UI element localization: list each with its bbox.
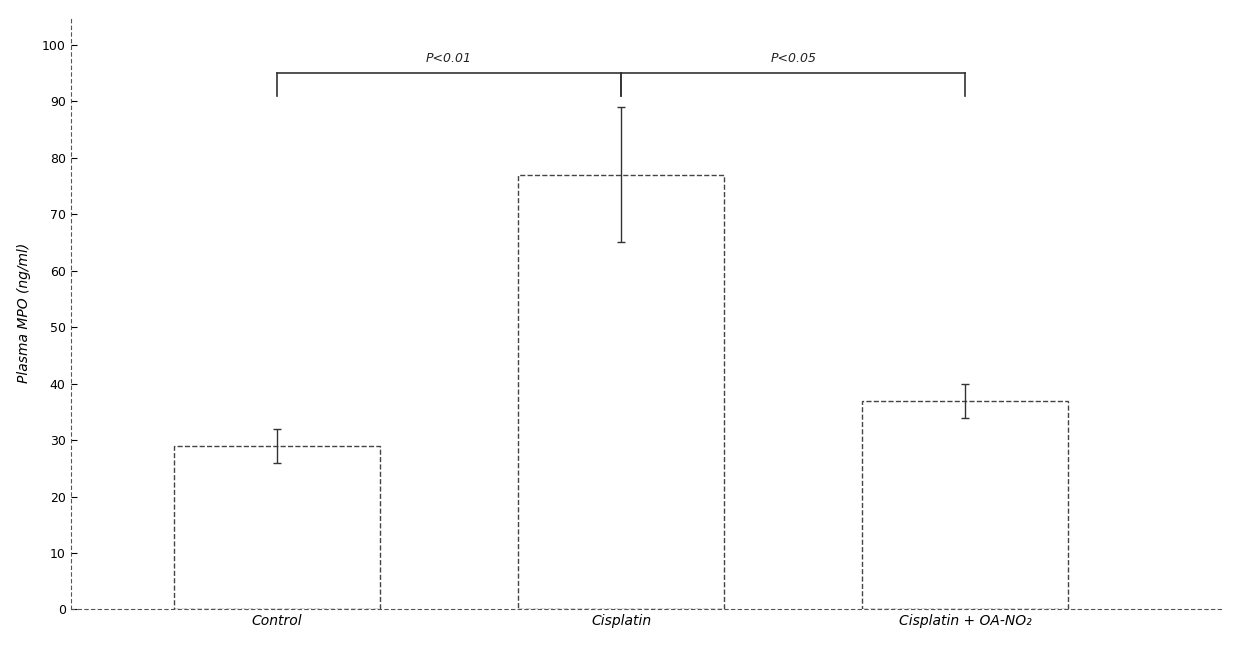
Text: P<0.01: P<0.01 [427,52,472,64]
Bar [862,401,1069,610]
Y-axis label: Plasma MPO (ng/ml): Plasma MPO (ng/ml) [16,243,31,383]
Bar [518,175,724,610]
Text: P<0.05: P<0.05 [770,52,816,64]
Bar [174,446,381,610]
